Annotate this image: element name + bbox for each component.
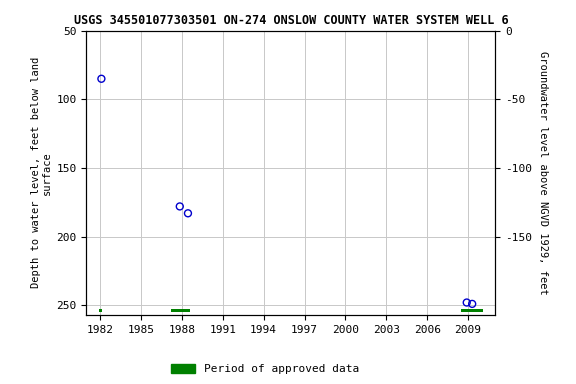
Y-axis label: Groundwater level above NGVD 1929, feet: Groundwater level above NGVD 1929, feet: [537, 51, 548, 295]
Bar: [171, 309, 190, 313]
Bar: [461, 309, 483, 313]
Legend: Period of approved data: Period of approved data: [166, 359, 363, 379]
Point: [183, 210, 192, 216]
Y-axis label: Depth to water level, feet below land
surface: Depth to water level, feet below land su…: [31, 57, 52, 288]
Point: [462, 300, 471, 306]
Title: USGS 345501077303501 ON-274 ONSLOW COUNTY WATER SYSTEM WELL 6: USGS 345501077303501 ON-274 ONSLOW COUNT…: [74, 14, 508, 27]
Point: [97, 76, 106, 82]
Point: [468, 301, 477, 307]
Point: [175, 204, 184, 210]
Bar: [98, 309, 102, 313]
